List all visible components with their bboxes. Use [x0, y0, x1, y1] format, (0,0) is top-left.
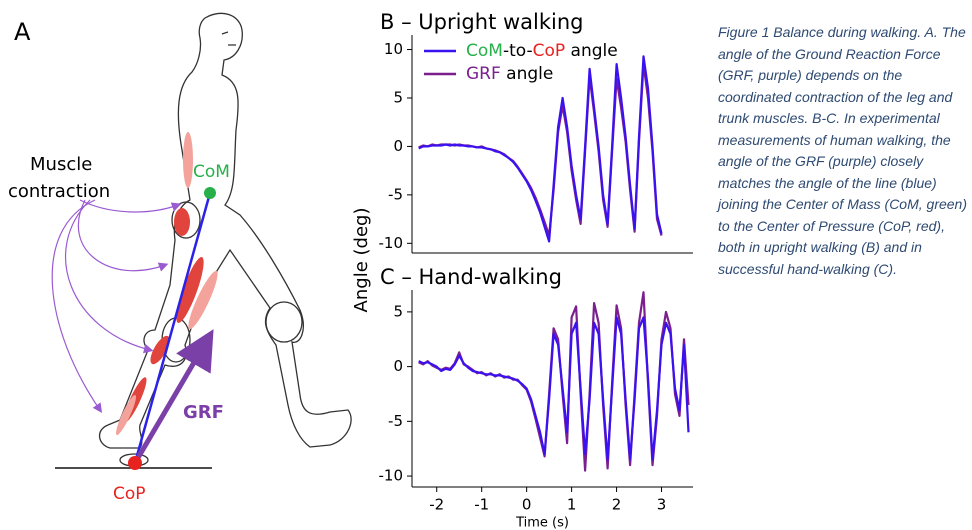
x-tick-label: 3: [657, 496, 667, 514]
figure: A Muscle contraction CoM GRF CoP Angle (…: [0, 0, 972, 530]
y-tick-label: -5: [388, 412, 403, 430]
com-label: CoM: [193, 162, 230, 182]
data-line: [419, 56, 662, 241]
cop-dot: [128, 456, 142, 470]
muscle: [174, 208, 190, 236]
caption: Figure 1 Balance during walking. A. The …: [718, 22, 968, 280]
y-axis-label: Angle (deg): [351, 208, 372, 313]
y-tick-label: 0: [393, 137, 403, 155]
x-tick-label: 1: [567, 496, 577, 514]
x-axis-label: Time (s): [515, 516, 569, 530]
y-tick-label: 10: [384, 40, 403, 58]
y-tick-label: 5: [393, 88, 403, 106]
data-line: [419, 317, 689, 459]
y-tick-label: -10: [379, 467, 404, 485]
legend-label: CoM-to-CoP angle: [466, 41, 618, 61]
muscle-label: Muscle: [30, 154, 92, 175]
cop-label: CoP: [113, 484, 146, 504]
com-dot: [204, 187, 216, 199]
grf-label: GRF: [183, 402, 224, 423]
x-tick-label: 0: [522, 496, 532, 514]
legend-label: GRF angle: [466, 64, 553, 84]
chart-title: C – Hand-walking: [380, 265, 562, 289]
chart: B – Upright walking -10 -5 0 5 10 CoM-to-CoP a…: [379, 10, 694, 253]
muscle: [113, 393, 139, 436]
y-tick-label: 0: [393, 357, 403, 375]
x-tick-label: -1: [474, 496, 489, 514]
chart-title: B – Upright walking: [380, 10, 584, 34]
x-tick-label: -2: [429, 496, 444, 514]
panel-label: A: [14, 18, 31, 46]
muscle: [183, 132, 193, 188]
muscle-label: contraction: [8, 181, 110, 202]
y-tick-label: 5: [393, 302, 403, 320]
y-tick-label: -5: [388, 185, 403, 203]
x-tick-label: 2: [612, 496, 622, 514]
y-tick-label: -10: [379, 234, 404, 252]
